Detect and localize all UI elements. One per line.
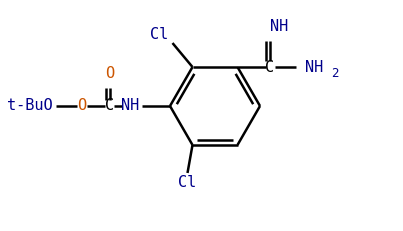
Text: NH: NH [270,18,289,33]
Text: 2: 2 [332,67,339,79]
Text: Cl: Cl [179,176,197,191]
Text: O: O [77,98,87,113]
Text: Cl: Cl [150,27,168,42]
Text: NH: NH [305,60,324,75]
Text: t-BuO: t-BuO [7,98,53,113]
Text: C: C [106,98,114,113]
Text: O: O [106,66,114,80]
Text: NH: NH [121,98,139,113]
Text: C: C [265,60,274,75]
